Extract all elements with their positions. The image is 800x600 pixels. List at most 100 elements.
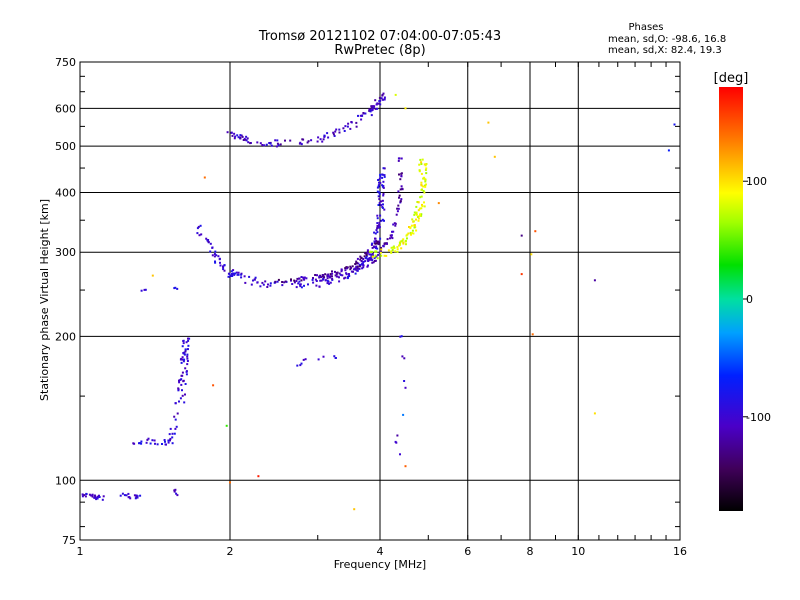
y-tick-label: 400 — [55, 186, 76, 199]
echo-point — [411, 218, 414, 221]
echo-point — [324, 273, 327, 276]
echo-point — [380, 248, 383, 251]
echo-point — [392, 230, 395, 233]
echo-point — [267, 283, 269, 286]
echo-point — [382, 192, 385, 195]
echo-point — [237, 273, 240, 276]
echo-point — [376, 186, 379, 189]
echo-point — [382, 245, 385, 248]
echo-point — [396, 246, 399, 249]
echo-point — [178, 381, 181, 384]
echo-point — [230, 270, 233, 273]
echo-point — [376, 231, 379, 234]
echo-point — [398, 196, 400, 199]
echo-point — [377, 204, 380, 206]
echo-point — [667, 149, 670, 152]
echo-point — [381, 173, 384, 176]
echo-point — [219, 264, 222, 267]
echo-point — [329, 273, 332, 276]
echo-point — [370, 114, 373, 117]
echo-point — [358, 267, 361, 270]
echo-point — [379, 214, 382, 217]
echo-point — [350, 266, 352, 269]
echo-point — [404, 107, 407, 110]
echo-point — [406, 237, 408, 240]
echo-point — [392, 223, 395, 226]
echo-point — [380, 200, 383, 203]
echo-point — [389, 234, 392, 237]
echo-point — [394, 250, 397, 253]
echo-point — [369, 250, 372, 253]
echo-point — [383, 98, 386, 101]
echo-point — [132, 442, 135, 445]
echo-point — [300, 276, 303, 278]
echo-point — [222, 265, 224, 268]
echo-point — [403, 380, 406, 382]
echo-point — [378, 221, 381, 224]
echo-point — [344, 269, 347, 272]
echo-point — [396, 250, 399, 253]
echo-point — [174, 402, 177, 405]
echo-point — [135, 495, 138, 498]
x-tick-label: 16 — [673, 545, 687, 558]
echo-point — [81, 493, 84, 496]
echo-point — [279, 143, 282, 146]
echo-point — [358, 265, 361, 268]
echo-point — [400, 175, 403, 177]
echo-point — [183, 353, 186, 356]
echo-point — [403, 357, 406, 360]
echo-point — [226, 131, 229, 134]
echo-point — [373, 257, 376, 260]
echo-point — [399, 200, 402, 203]
echo-point — [182, 339, 185, 342]
echo-point — [335, 128, 338, 131]
echo-point — [276, 280, 279, 283]
echo-point — [235, 271, 238, 274]
echo-point — [318, 285, 321, 288]
echo-point — [296, 364, 299, 367]
echo-point — [400, 172, 403, 175]
echo-point — [231, 134, 234, 137]
echo-point — [327, 273, 330, 276]
echo-point — [290, 279, 292, 282]
echo-point — [383, 175, 386, 178]
echo-point — [421, 205, 424, 208]
echo-point — [367, 264, 369, 267]
echo-point — [326, 279, 329, 282]
echo-point — [380, 204, 383, 207]
echo-point — [323, 135, 326, 138]
echo-point — [381, 185, 384, 188]
echo-point — [415, 218, 417, 221]
echo-point — [332, 131, 335, 134]
echo-point — [239, 137, 242, 140]
echo-point — [151, 439, 154, 442]
echo-point — [355, 121, 358, 124]
echo-point — [319, 138, 322, 141]
echo-point — [127, 492, 130, 495]
echo-point — [234, 272, 236, 275]
echo-point — [218, 258, 221, 261]
grid-lines — [80, 62, 680, 540]
echo-point — [394, 224, 397, 227]
echo-point — [299, 285, 302, 288]
echo-point — [307, 140, 310, 143]
echo-point — [179, 397, 182, 400]
echo-point — [250, 283, 253, 286]
echo-point — [252, 279, 254, 282]
echo-point — [328, 282, 331, 285]
echo-point — [418, 207, 421, 210]
echo-point — [338, 280, 341, 283]
echo-point — [389, 237, 391, 240]
echo-point — [420, 213, 423, 216]
echo-point — [374, 250, 377, 253]
echo-point — [211, 254, 214, 257]
echo-point — [205, 237, 208, 240]
echo-point — [365, 252, 368, 255]
echo-point — [371, 107, 374, 110]
echo-point — [312, 277, 314, 279]
echo-point — [196, 232, 199, 235]
echo-point — [397, 190, 400, 193]
echo-point — [171, 436, 174, 439]
echo-point — [274, 139, 277, 142]
echo-point — [374, 237, 377, 240]
